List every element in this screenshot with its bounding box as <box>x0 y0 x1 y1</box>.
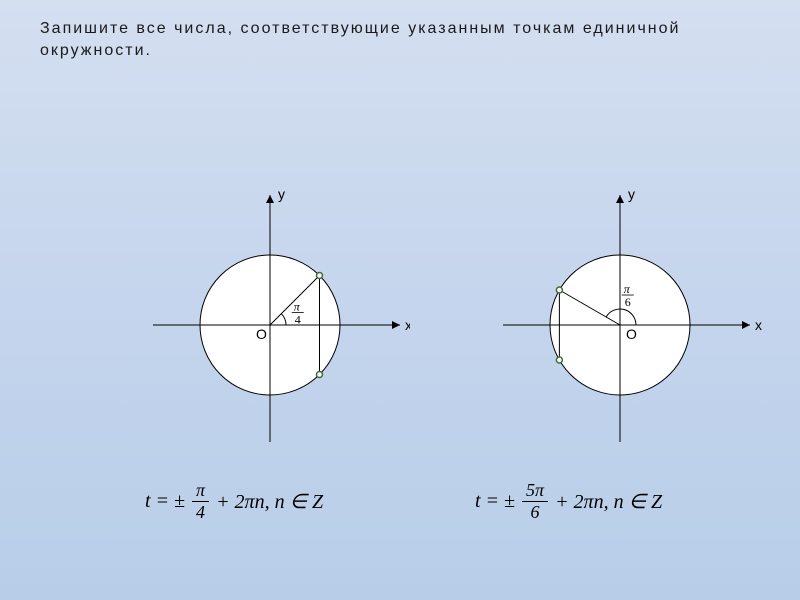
svg-text:π: π <box>624 282 631 296</box>
formula-suffix: + 2πn, n ∈ Z <box>216 491 323 513</box>
svg-text:х: х <box>405 317 410 333</box>
svg-text:О: О <box>626 326 637 342</box>
formula-fraction: 5π 6 <box>522 480 548 523</box>
formula-left: t = ± π 4 + 2πn, n ∈ Z <box>145 480 323 523</box>
svg-text:π: π <box>294 300 301 314</box>
formula-prefix: t = ± <box>475 490 515 512</box>
svg-text:х: х <box>755 317 762 333</box>
right-unit-circle-diagram: х у Оπ6 <box>470 140 770 475</box>
formula-prefix: t = ± <box>145 490 185 512</box>
formula-right: t = ± 5π 6 + 2πn, n ∈ Z <box>475 480 662 523</box>
formula-suffix: + 2πn, n ∈ Z <box>555 491 662 513</box>
instruction-text: Запишите все числа, соответствующие указ… <box>40 18 760 63</box>
svg-text:О: О <box>256 326 267 342</box>
svg-text:у: у <box>278 186 285 202</box>
svg-text:у: у <box>628 186 635 202</box>
svg-text:6: 6 <box>625 295 631 309</box>
svg-text:4: 4 <box>295 313 301 327</box>
left-unit-circle-diagram: х у Оπ4 <box>130 160 410 475</box>
formula-fraction: π 4 <box>192 480 209 523</box>
